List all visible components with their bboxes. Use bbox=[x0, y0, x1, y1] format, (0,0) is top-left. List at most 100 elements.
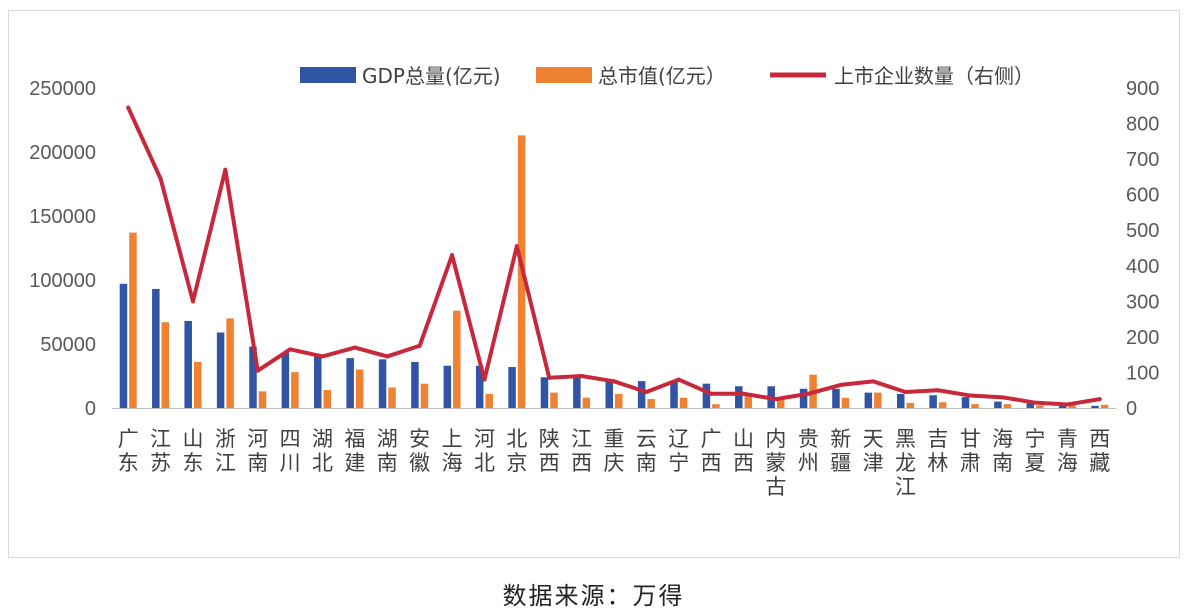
x-category-label: 河南 bbox=[247, 427, 268, 475]
bar-gdp bbox=[637, 381, 646, 408]
bar-gdp bbox=[832, 388, 840, 408]
y-left-tick-label: 100000 bbox=[29, 270, 96, 292]
bar-gdp bbox=[508, 367, 516, 408]
bar-gdp bbox=[1091, 405, 1099, 408]
y-left-tick-label: 250000 bbox=[29, 78, 96, 100]
bar-market-cap bbox=[485, 393, 493, 408]
bar-market-cap bbox=[938, 402, 947, 408]
bar-market-cap bbox=[226, 318, 234, 408]
legend-label-listed: 上市企业数量（右侧） bbox=[834, 64, 1034, 88]
x-category-label: 吉林 bbox=[927, 427, 948, 475]
bar-gdp bbox=[961, 397, 970, 408]
point-listed-companies bbox=[838, 382, 843, 387]
point-listed-companies bbox=[417, 343, 422, 348]
point-listed-companies bbox=[676, 377, 681, 382]
x-category-label: 山东 bbox=[182, 427, 203, 475]
bar-market-cap bbox=[129, 232, 137, 408]
x-category-label: 湖北 bbox=[312, 427, 333, 475]
bar-market-cap bbox=[1003, 404, 1012, 408]
bar-market-cap bbox=[776, 397, 785, 408]
source-note: 数据来源：万得 bbox=[502, 582, 685, 610]
legend-swatch-gdp bbox=[300, 67, 356, 83]
bar-market-cap bbox=[291, 372, 299, 408]
bar-gdp bbox=[864, 392, 873, 408]
x-category-label: 浙江 bbox=[215, 427, 236, 475]
bar-gdp bbox=[994, 401, 1002, 408]
x-category-label: 安徽 bbox=[409, 427, 430, 475]
x-category-label: 宁夏 bbox=[1025, 427, 1046, 475]
point-listed-companies bbox=[1033, 400, 1038, 405]
x-category-label: 湖南 bbox=[377, 427, 398, 475]
bar-market-cap bbox=[647, 399, 655, 408]
bar-gdp bbox=[1026, 403, 1035, 408]
point-listed-companies bbox=[288, 347, 293, 352]
chart-frame bbox=[8, 10, 1180, 558]
y-right-tick-label: 900 bbox=[1126, 78, 1159, 100]
point-listed-companies bbox=[158, 176, 163, 181]
x-category-label: 甘肃 bbox=[960, 427, 981, 475]
x-category-label: 江苏 bbox=[150, 427, 171, 475]
legend-swatch-market-cap bbox=[536, 67, 592, 83]
y-right-tick-label: 800 bbox=[1126, 114, 1159, 136]
y-right-tick-label: 600 bbox=[1126, 185, 1159, 207]
bar-gdp bbox=[411, 361, 419, 408]
bar-gdp bbox=[184, 320, 192, 408]
point-listed-companies bbox=[190, 299, 195, 304]
bar-market-cap bbox=[582, 397, 591, 408]
bar-gdp bbox=[281, 352, 290, 408]
bar-gdp bbox=[735, 386, 743, 408]
x-category-label: 重庆 bbox=[604, 427, 625, 475]
bar-market-cap bbox=[679, 397, 688, 408]
bar-market-cap bbox=[323, 390, 332, 408]
y-left-tick-label: 200000 bbox=[29, 142, 96, 164]
bar-gdp bbox=[346, 358, 354, 408]
bar-gdp bbox=[314, 355, 322, 408]
bar-market-cap bbox=[388, 387, 396, 408]
point-listed-companies bbox=[450, 253, 455, 258]
point-listed-companies bbox=[935, 388, 940, 393]
point-listed-companies bbox=[1065, 402, 1070, 407]
chart: 0 50000 100000 150000 200000 250000 0 100 200 300… bbox=[29, 64, 1159, 499]
bar-gdp bbox=[896, 393, 905, 408]
bar-gdp bbox=[119, 283, 128, 408]
bar-market-cap bbox=[161, 322, 170, 408]
bar-gdp bbox=[443, 365, 452, 408]
bar-market-cap bbox=[258, 391, 267, 408]
point-listed-companies bbox=[773, 397, 778, 402]
bar-market-cap bbox=[193, 361, 202, 408]
x-category-label: 云南 bbox=[636, 427, 657, 475]
bar-market-cap bbox=[615, 393, 623, 408]
bar-gdp bbox=[152, 288, 160, 408]
bar-market-cap bbox=[841, 397, 850, 408]
x-category-label: 广西 bbox=[701, 427, 722, 475]
y-right-tick-label: 100 bbox=[1126, 362, 1159, 384]
bar-market-cap bbox=[355, 369, 364, 408]
x-category-label: 辽宁 bbox=[668, 427, 689, 475]
bar-gdp bbox=[573, 377, 581, 408]
bar-gdp bbox=[799, 388, 808, 408]
point-listed-companies bbox=[612, 379, 616, 384]
point-listed-companies bbox=[968, 393, 973, 398]
point-listed-companies bbox=[352, 345, 357, 350]
point-listed-companies bbox=[806, 391, 811, 396]
point-listed-companies bbox=[547, 375, 552, 380]
bar-gdp bbox=[670, 381, 678, 408]
bar-gdp bbox=[475, 365, 484, 408]
y-right-tick-label: 0 bbox=[1126, 398, 1137, 420]
point-listed-companies bbox=[644, 390, 649, 394]
x-category-label: 福建 bbox=[344, 427, 365, 475]
bar-market-cap bbox=[744, 393, 753, 408]
point-listed-companies bbox=[579, 374, 584, 378]
point-listed-companies bbox=[741, 391, 746, 396]
bar-market-cap bbox=[1100, 404, 1109, 408]
bar-market-cap bbox=[420, 383, 429, 408]
x-category-label: 上海 bbox=[442, 427, 463, 475]
x-category-label: 广东 bbox=[118, 427, 139, 475]
bar-gdp bbox=[702, 383, 711, 408]
x-category-label: 海南 bbox=[992, 427, 1013, 475]
y-right-tick-label: 500 bbox=[1126, 220, 1159, 242]
point-listed-companies bbox=[482, 377, 487, 382]
y-right-tick-label: 700 bbox=[1126, 149, 1159, 171]
y-right-tick-label: 400 bbox=[1126, 256, 1159, 278]
x-category-label: 陕西 bbox=[539, 427, 560, 475]
